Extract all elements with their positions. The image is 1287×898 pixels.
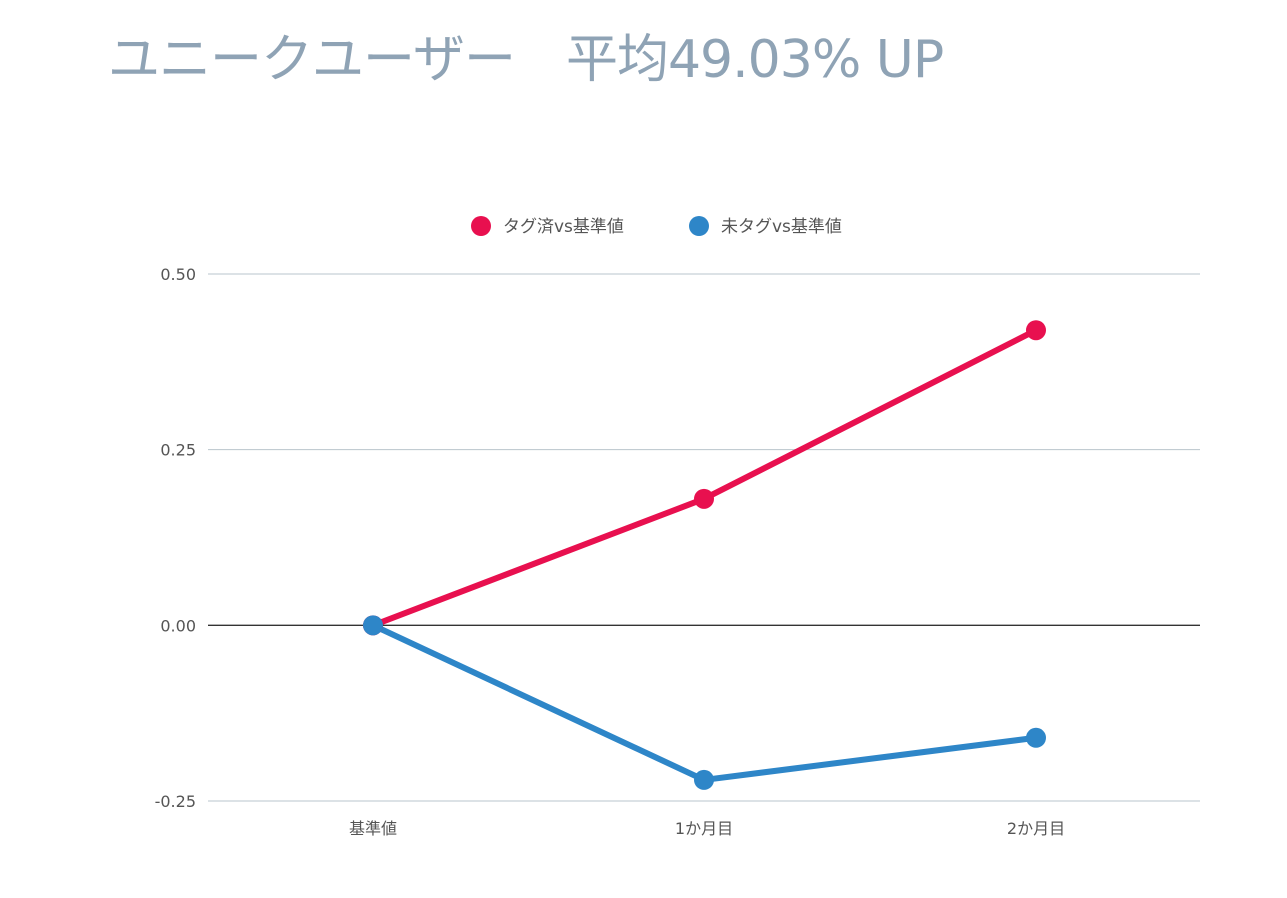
legend-marker [689,216,709,236]
x-tick-label: 1か月目 [675,819,733,838]
series-line-0 [370,327,1039,629]
legend-label: タグ済vs基準値 [503,217,624,237]
series-points [363,320,1046,790]
data-point-series-0 [694,488,714,509]
legend-item: タグ済vs基準値 [471,216,624,237]
grid-lines [208,273,1200,802]
data-point-series-1 [363,615,383,636]
x-tick-label: 基準値 [349,819,397,838]
y-tick-label: 0.00 [160,616,196,635]
data-point-series-1 [1026,727,1046,748]
x-tick-label: 2か月目 [1007,819,1065,838]
legend: タグ済vs基準値 未タグvs基準値 [471,216,842,237]
legend-marker [471,216,491,236]
series-lines [370,327,1039,783]
y-tick-label: 0.50 [160,265,196,284]
y-tick-label: 0.25 [160,441,196,460]
data-point-series-1 [694,769,714,790]
legend-label: 未タグvs基準値 [721,217,842,237]
data-point-series-0 [1026,320,1046,341]
y-tick-label: -0.25 [155,792,196,811]
legend-item: 未タグvs基準値 [689,216,842,237]
series-line-1 [370,622,1039,783]
y-axis-ticks: 0.50 0.25 0.00 -0.25 [155,265,196,811]
x-axis-ticks: 基準値 1か月目 2か月目 [349,819,1065,838]
page-title: ユニークユーザー 平均49.03% UP [108,30,944,90]
